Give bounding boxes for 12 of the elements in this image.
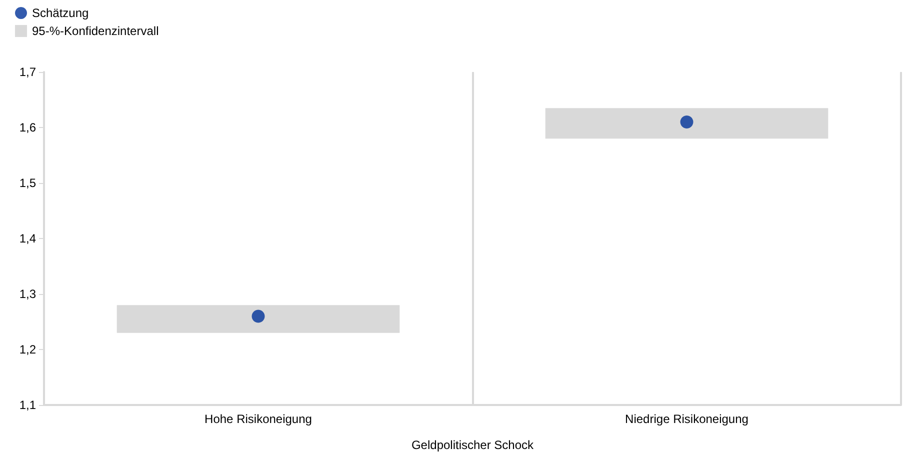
x-axis-title: Geldpolitischer Schock xyxy=(411,438,535,452)
x-tick-label: Hohe Risikoneigung xyxy=(204,412,312,426)
y-tick-label: 1,4 xyxy=(19,232,36,246)
y-tick-label: 1,1 xyxy=(19,398,36,412)
legend-label: 95-%-Konfidenzintervall xyxy=(32,24,159,38)
y-tick-label: 1,7 xyxy=(19,65,36,79)
y-tick-label: 1,5 xyxy=(19,176,36,190)
y-tick-label: 1,6 xyxy=(19,120,36,134)
legend-label: Schätzung xyxy=(32,6,89,20)
x-tick-label: Niedrige Risikoneigung xyxy=(625,412,748,426)
y-tick-label: 1,3 xyxy=(19,287,36,301)
y-tick-label: 1,2 xyxy=(19,342,36,356)
